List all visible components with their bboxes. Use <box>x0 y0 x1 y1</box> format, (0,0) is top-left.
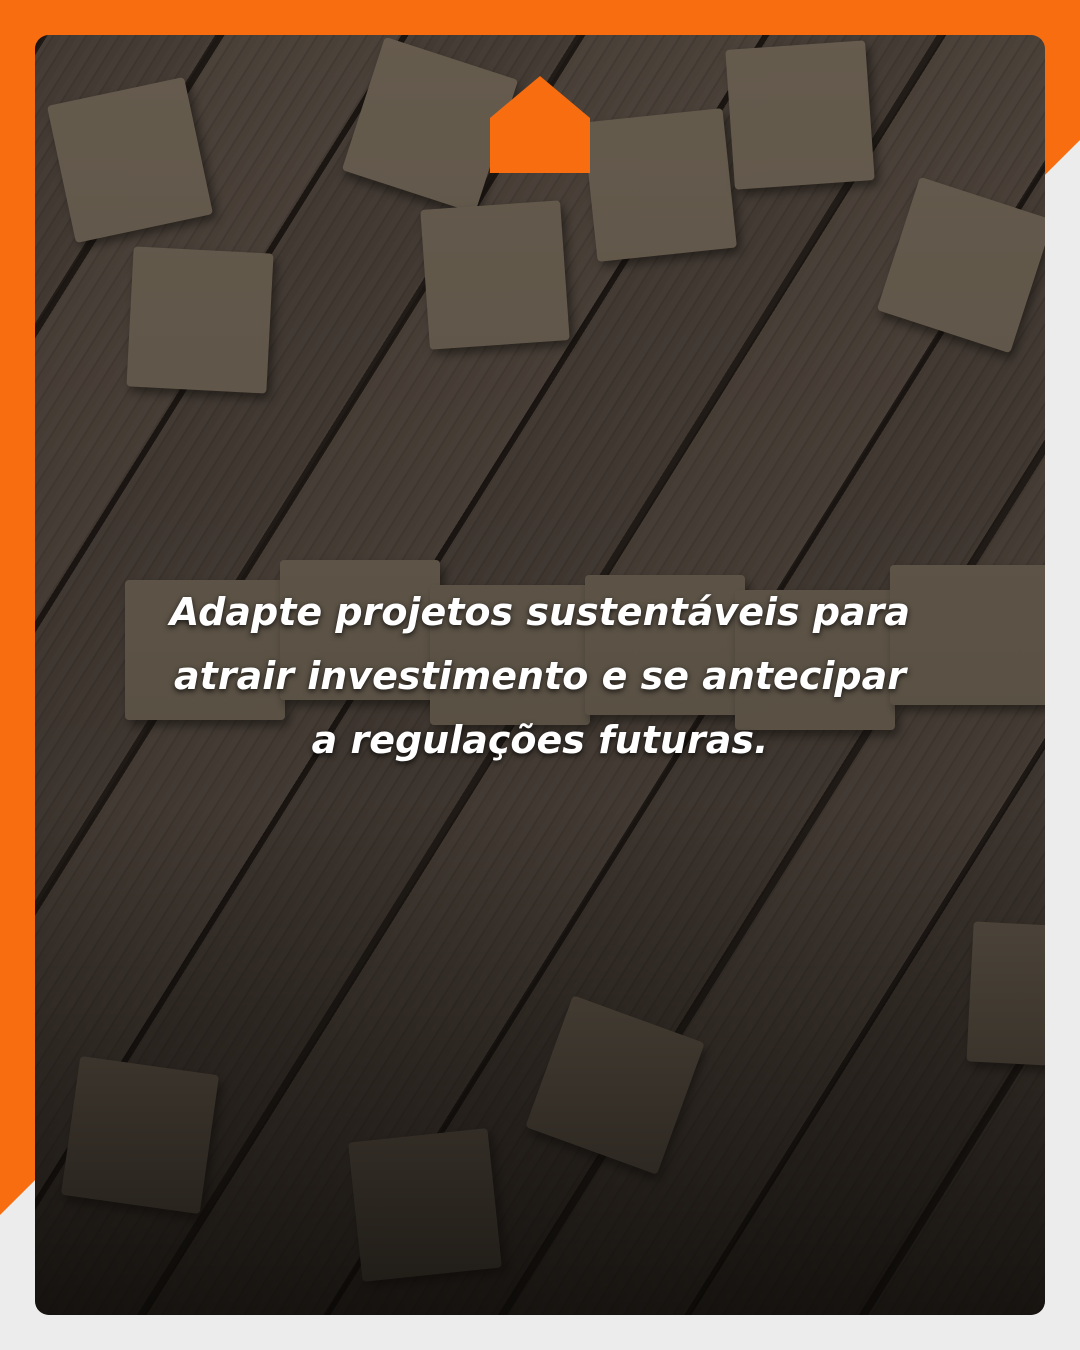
caption-line: a regulações futuras. <box>311 718 769 762</box>
caption: Adapte projetos sustentáveis para atrair… <box>35 580 1045 772</box>
dark-overlay <box>35 35 1045 1315</box>
caption-line: Adapte projetos sustentáveis para <box>169 590 911 634</box>
logo-layer <box>490 76 590 173</box>
house-icon <box>490 76 590 173</box>
caption-line: atrair investimento e se antecipar <box>174 654 906 698</box>
photo-card: Adapte projetos sustentáveis para atrair… <box>35 35 1045 1315</box>
